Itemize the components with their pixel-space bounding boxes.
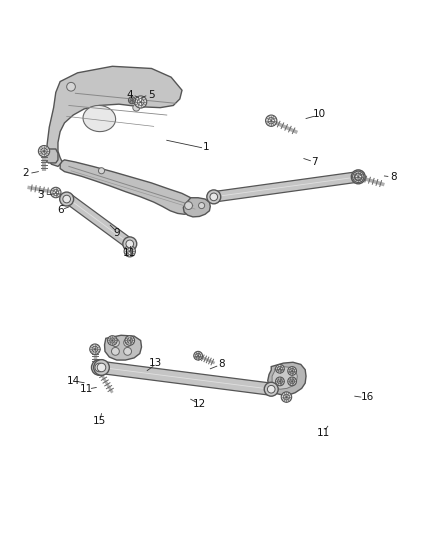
Circle shape [268, 118, 274, 124]
Text: 1: 1 [203, 142, 209, 152]
Circle shape [267, 385, 275, 393]
Circle shape [60, 192, 74, 206]
Circle shape [92, 360, 107, 375]
Circle shape [133, 104, 140, 111]
Text: 4: 4 [127, 90, 133, 100]
Circle shape [90, 344, 100, 354]
Circle shape [124, 348, 131, 356]
Circle shape [283, 394, 290, 400]
Circle shape [210, 193, 218, 201]
Circle shape [108, 336, 117, 345]
Circle shape [288, 367, 297, 375]
Circle shape [354, 173, 362, 181]
Text: 14: 14 [67, 376, 80, 386]
Circle shape [67, 83, 75, 91]
Circle shape [53, 190, 59, 196]
Circle shape [137, 99, 144, 106]
Circle shape [281, 392, 292, 402]
Circle shape [110, 338, 115, 343]
Circle shape [128, 97, 135, 104]
Circle shape [265, 115, 277, 126]
Circle shape [41, 148, 47, 154]
Text: 13: 13 [149, 358, 162, 368]
Circle shape [276, 377, 284, 386]
Circle shape [124, 246, 135, 257]
Circle shape [125, 336, 134, 345]
Circle shape [126, 240, 134, 248]
Polygon shape [101, 361, 272, 395]
Text: 12: 12 [193, 399, 206, 409]
Circle shape [351, 170, 365, 184]
Circle shape [63, 195, 71, 203]
Circle shape [353, 171, 364, 182]
Polygon shape [66, 195, 133, 248]
Text: 5: 5 [148, 90, 155, 100]
Text: 8: 8 [390, 172, 396, 182]
Polygon shape [47, 66, 182, 166]
Circle shape [355, 174, 361, 180]
Circle shape [127, 248, 133, 254]
Polygon shape [213, 172, 359, 202]
Text: 11: 11 [80, 384, 93, 394]
Circle shape [95, 363, 104, 372]
Circle shape [198, 203, 205, 208]
Circle shape [278, 366, 283, 371]
Circle shape [185, 201, 192, 209]
Circle shape [123, 237, 137, 251]
Polygon shape [105, 335, 141, 360]
Circle shape [134, 96, 147, 108]
Circle shape [290, 368, 294, 373]
Circle shape [92, 346, 98, 352]
Text: 2: 2 [22, 168, 28, 178]
Text: 3: 3 [37, 190, 44, 200]
Circle shape [112, 348, 119, 356]
Text: 11: 11 [123, 248, 136, 259]
Circle shape [50, 187, 61, 198]
Polygon shape [60, 160, 197, 214]
Text: 10: 10 [313, 109, 326, 119]
Text: 6: 6 [57, 205, 64, 215]
Circle shape [207, 190, 221, 204]
Circle shape [97, 363, 106, 372]
Text: 11: 11 [317, 428, 330, 438]
Text: 9: 9 [113, 228, 120, 238]
Text: 8: 8 [218, 359, 225, 369]
Circle shape [290, 379, 294, 384]
Polygon shape [184, 198, 210, 217]
Polygon shape [272, 367, 297, 389]
Text: 16: 16 [360, 392, 374, 402]
Text: 15: 15 [93, 416, 106, 426]
Circle shape [276, 365, 284, 373]
Text: 7: 7 [311, 157, 318, 167]
Circle shape [39, 146, 49, 157]
Circle shape [124, 339, 131, 346]
Polygon shape [268, 362, 306, 395]
Circle shape [112, 339, 119, 346]
Circle shape [264, 382, 278, 396]
Ellipse shape [83, 106, 116, 132]
Circle shape [127, 338, 132, 343]
Circle shape [99, 168, 105, 174]
Circle shape [194, 351, 202, 360]
Circle shape [288, 377, 297, 386]
Circle shape [196, 353, 201, 358]
Circle shape [130, 98, 134, 102]
Circle shape [278, 379, 283, 384]
Circle shape [94, 360, 110, 375]
Polygon shape [44, 149, 58, 163]
